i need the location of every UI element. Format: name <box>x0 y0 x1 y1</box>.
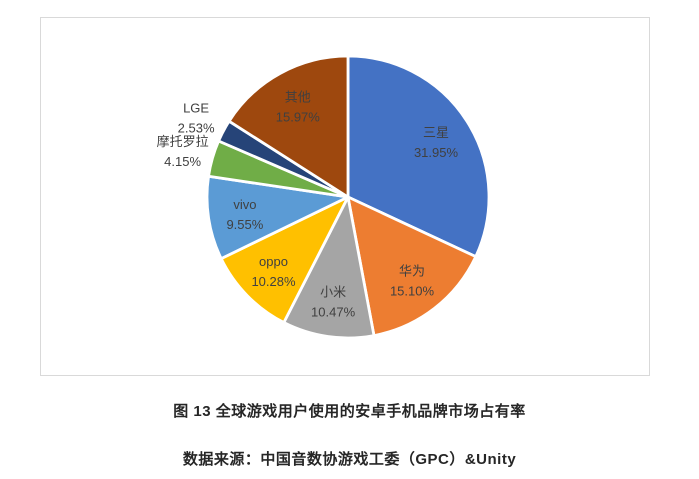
pie-label-oppo: oppo 10.28% <box>251 254 296 289</box>
pie-slice-oppo[interactable] <box>219 195 350 324</box>
pie-label-lge: LGE 2.53% <box>178 100 215 135</box>
pie-label-huawei: 华为 15.10% <box>390 263 435 298</box>
figure-caption: 图 13 全球游戏用户使用的安卓手机品牌市场占有率 <box>173 403 526 420</box>
pie-label-xiaomi: 小米 10.47% <box>311 284 356 319</box>
pie-label-vivo: vivo 9.55% <box>226 197 263 232</box>
pie-label-samsung: 三星 31.95% <box>414 125 459 160</box>
pie-slice-vivo[interactable] <box>205 174 350 261</box>
pie-slice-samsung[interactable] <box>346 54 491 259</box>
pie-chart: 三星 31.95% 华为 15.10% 小米 10.47% oppo 10.28% vivo 9.… <box>157 54 491 340</box>
pie-slice-other[interactable] <box>227 54 350 199</box>
pie-label-other: 其他 15.97% <box>276 90 321 125</box>
source-caption: 数据来源：中国音数协游戏工委（GPC）&Unity <box>182 451 517 468</box>
pie-slice-huawei[interactable] <box>346 195 478 337</box>
pie-label-motorola: 摩托罗拉 4.15% <box>157 134 209 169</box>
pie-slice-xiaomi[interactable] <box>282 195 376 340</box>
pie-chart-frame: 三星 31.95% 华为 15.10% 小米 10.47% oppo 10.28% vivo 9.… <box>40 17 650 376</box>
